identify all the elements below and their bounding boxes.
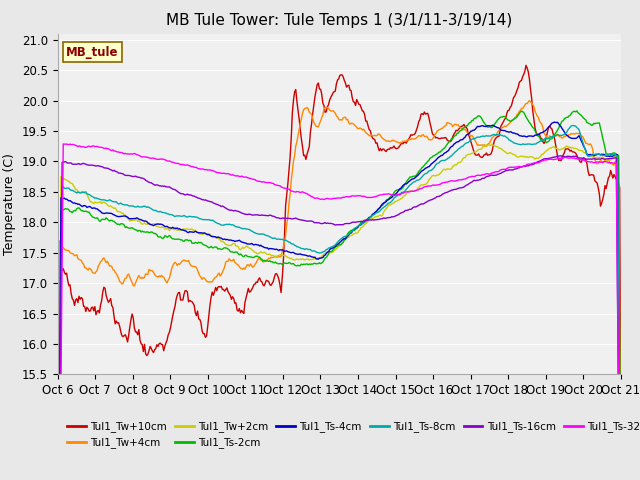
Line: Tul1_Ts-2cm: Tul1_Ts-2cm <box>58 111 621 480</box>
Tul1_Ts-2cm <box>389 192 397 197</box>
Tul1_Tw+10cm <box>605 175 612 180</box>
Tul1_Ts-16cm <box>389 214 397 220</box>
Tul1_Tw+10cm <box>389 145 397 151</box>
Tul1_Ts-8cm <box>605 152 612 158</box>
Tul1_Tw+2cm <box>321 251 329 256</box>
Tul1_Tw+2cm <box>324 250 332 256</box>
Y-axis label: Temperature (C): Temperature (C) <box>3 153 16 255</box>
Line: Tul1_Ts-4cm: Tul1_Ts-4cm <box>58 122 621 480</box>
Tul1_Ts-16cm <box>605 156 612 162</box>
Tul1_Tw+4cm <box>389 137 397 143</box>
Tul1_Tw+4cm <box>605 156 612 162</box>
Tul1_Ts-4cm <box>321 252 329 258</box>
Line: Tul1_Ts-32cm: Tul1_Ts-32cm <box>58 144 621 480</box>
Tul1_Ts-16cm <box>515 165 523 171</box>
Tul1_Ts-4cm <box>515 132 523 138</box>
Tul1_Tw+2cm <box>516 153 524 159</box>
Tul1_Ts-32cm <box>360 193 367 199</box>
Line: Tul1_Tw+10cm: Tul1_Tw+10cm <box>58 65 621 480</box>
Tul1_Ts-8cm <box>321 248 329 254</box>
Tul1_Ts-8cm <box>324 245 332 251</box>
Tul1_Tw+4cm <box>321 104 329 110</box>
Line: Tul1_Ts-8cm: Tul1_Ts-8cm <box>58 125 621 480</box>
Legend: Tul1_Tw+10cm, Tul1_Tw+4cm, Tul1_Tw+2cm, Tul1_Ts-2cm, Tul1_Ts-4cm, Tul1_Ts-8cm, T: Tul1_Tw+10cm, Tul1_Tw+4cm, Tul1_Tw+2cm, … <box>63 417 640 453</box>
Tul1_Ts-4cm <box>605 153 612 159</box>
Tul1_Ts-4cm <box>324 249 332 254</box>
Tul1_Ts-32cm <box>605 160 612 166</box>
Tul1_Ts-2cm <box>358 219 366 225</box>
Tul1_Ts-2cm <box>515 110 523 116</box>
Tul1_Ts-32cm <box>326 196 333 202</box>
Tul1_Tw+10cm <box>617 467 625 473</box>
Tul1_Ts-2cm <box>324 251 332 257</box>
Tul1_Tw+4cm <box>515 108 523 114</box>
Tul1_Ts-8cm <box>389 197 397 203</box>
Line: Tul1_Tw+4cm: Tul1_Tw+4cm <box>58 100 621 480</box>
Tul1_Ts-2cm <box>321 255 329 261</box>
Tul1_Ts-16cm <box>557 153 565 159</box>
Tul1_Ts-2cm <box>605 151 612 157</box>
Tul1_Tw+4cm <box>358 127 366 133</box>
Tul1_Ts-16cm <box>321 220 329 226</box>
Tul1_Tw+2cm <box>389 201 397 206</box>
Tul1_Tw+2cm <box>358 224 366 230</box>
Title: MB Tule Tower: Tule Temps 1 (3/1/11-3/19/14): MB Tule Tower: Tule Temps 1 (3/1/11-3/19… <box>166 13 513 28</box>
Tul1_Ts-4cm <box>389 193 397 199</box>
Tul1_Ts-8cm <box>570 122 577 128</box>
Line: Tul1_Ts-16cm: Tul1_Ts-16cm <box>58 156 621 480</box>
Tul1_Tw+4cm <box>324 106 332 111</box>
Tul1_Ts-4cm <box>358 220 366 226</box>
Tul1_Ts-32cm <box>516 164 524 170</box>
Tul1_Ts-8cm <box>515 142 523 147</box>
Tul1_Ts-32cm <box>323 196 330 202</box>
Tul1_Tw+4cm <box>525 97 533 103</box>
Tul1_Ts-2cm <box>573 108 580 114</box>
Tul1_Tw+10cm <box>515 80 523 85</box>
Tul1_Tw+10cm <box>324 102 332 108</box>
Tul1_Ts-16cm <box>324 220 332 226</box>
Tul1_Tw+2cm <box>605 158 612 164</box>
Text: MB_tule: MB_tule <box>66 46 118 59</box>
Tul1_Ts-32cm <box>60 141 67 147</box>
Tul1_Tw+10cm <box>321 109 329 115</box>
Tul1_Ts-16cm <box>358 219 366 225</box>
Tul1_Ts-32cm <box>390 192 398 198</box>
Tul1_Tw+10cm <box>522 62 530 68</box>
Tul1_Tw+10cm <box>358 108 366 114</box>
Line: Tul1_Tw+2cm: Tul1_Tw+2cm <box>58 144 621 480</box>
Tul1_Ts-4cm <box>550 119 558 125</box>
Tul1_Tw+2cm <box>488 141 496 147</box>
Tul1_Ts-8cm <box>358 221 366 227</box>
